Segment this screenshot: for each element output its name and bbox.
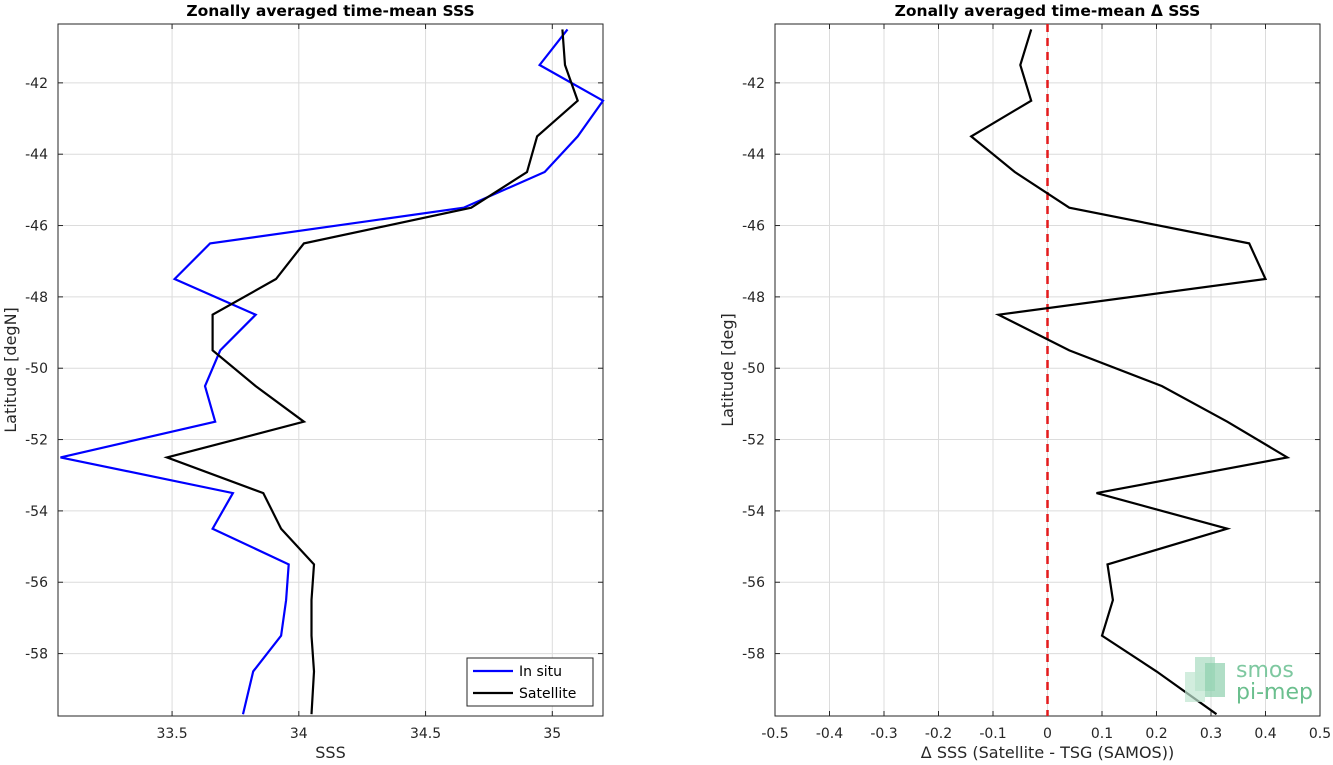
chart-title: Zonally averaged time-mean Δ SSS	[895, 2, 1201, 20]
y-tick-label: -52	[25, 433, 48, 449]
x-tick-label: -0.2	[925, 726, 952, 742]
logo-shape-3	[1185, 672, 1205, 702]
y-tick-label: -48	[742, 290, 765, 306]
x-tick-label: -0.3	[870, 726, 897, 742]
y-tick-label: -50	[742, 361, 765, 377]
smos-pi-mep-logo: smos pi-mep	[1185, 657, 1313, 705]
y-tick-label: -54	[25, 504, 48, 520]
y-tick-label: -58	[742, 647, 765, 663]
x-tick-label: -0.1	[979, 726, 1006, 742]
legend-box	[466, 657, 594, 707]
y-tick-label: -42	[25, 76, 48, 92]
legend-label: Satellite	[519, 686, 576, 702]
x-tick-label: 34.5	[410, 726, 441, 742]
series-line-satellite	[163, 29, 579, 715]
x-tick-label: 0	[1043, 726, 1052, 742]
y-tick-label: -46	[742, 219, 765, 235]
left-plot-panel: 33.5 34 34.5 35 -58 -56 -54 -52 -50 -48 -46 -44 -42 Z…	[1, 2, 605, 762]
series-line-in-situ	[60, 28, 605, 715]
y-tick-label: -42	[742, 76, 765, 92]
legend-label: In situ	[519, 664, 562, 680]
x-tick-label: 34	[290, 726, 308, 742]
x-tick-label: 0.1	[1091, 726, 1113, 742]
x-tick-label: -0.5	[761, 726, 788, 742]
y-tick-label: -56	[742, 575, 765, 591]
y-axis-label: Latitude [degN]	[1, 307, 20, 433]
y-tick-label: -58	[25, 647, 48, 663]
right-plot-panel: -0.5 -0.4 -0.3 -0.2 -0.1 0 0.1 0.2 0.3 0.4 0.5 -58 -…	[718, 2, 1331, 762]
logo-text-smos: smos	[1236, 658, 1294, 683]
y-tick-label: -46	[25, 219, 48, 235]
x-tick-label: 0.5	[1309, 726, 1331, 742]
y-axis-label: Latitude [deg]	[718, 313, 737, 427]
chart-title: Zonally averaged time-mean SSS	[186, 2, 474, 20]
x-tick-label: 35	[543, 726, 561, 742]
x-tick-label: 0.2	[1145, 726, 1167, 742]
axes-box	[57, 23, 604, 717]
y-tick-label: -54	[742, 504, 765, 520]
plot-area	[58, 24, 603, 716]
logo-shape-2	[1205, 663, 1225, 697]
x-tick-label: -0.4	[816, 726, 843, 742]
x-axis-label: SSS	[315, 743, 345, 762]
y-tick-label: -50	[25, 361, 48, 377]
y-tick-label: -48	[25, 290, 48, 306]
x-tick-label: 0.3	[1200, 726, 1222, 742]
y-tick-label: -56	[25, 575, 48, 591]
x-axis-label: Δ SSS (Satellite - TSG (SAMOS))	[921, 743, 1174, 762]
logo-text-pi-mep: pi-mep	[1236, 680, 1313, 705]
y-tick-label: -52	[742, 433, 765, 449]
x-tick-label: 0.4	[1254, 726, 1276, 742]
series-line-delta-sss	[969, 29, 1291, 716]
y-tick-label: -44	[742, 147, 765, 163]
y-tick-label: -44	[25, 147, 48, 163]
x-tick-label: 33.5	[156, 726, 187, 742]
